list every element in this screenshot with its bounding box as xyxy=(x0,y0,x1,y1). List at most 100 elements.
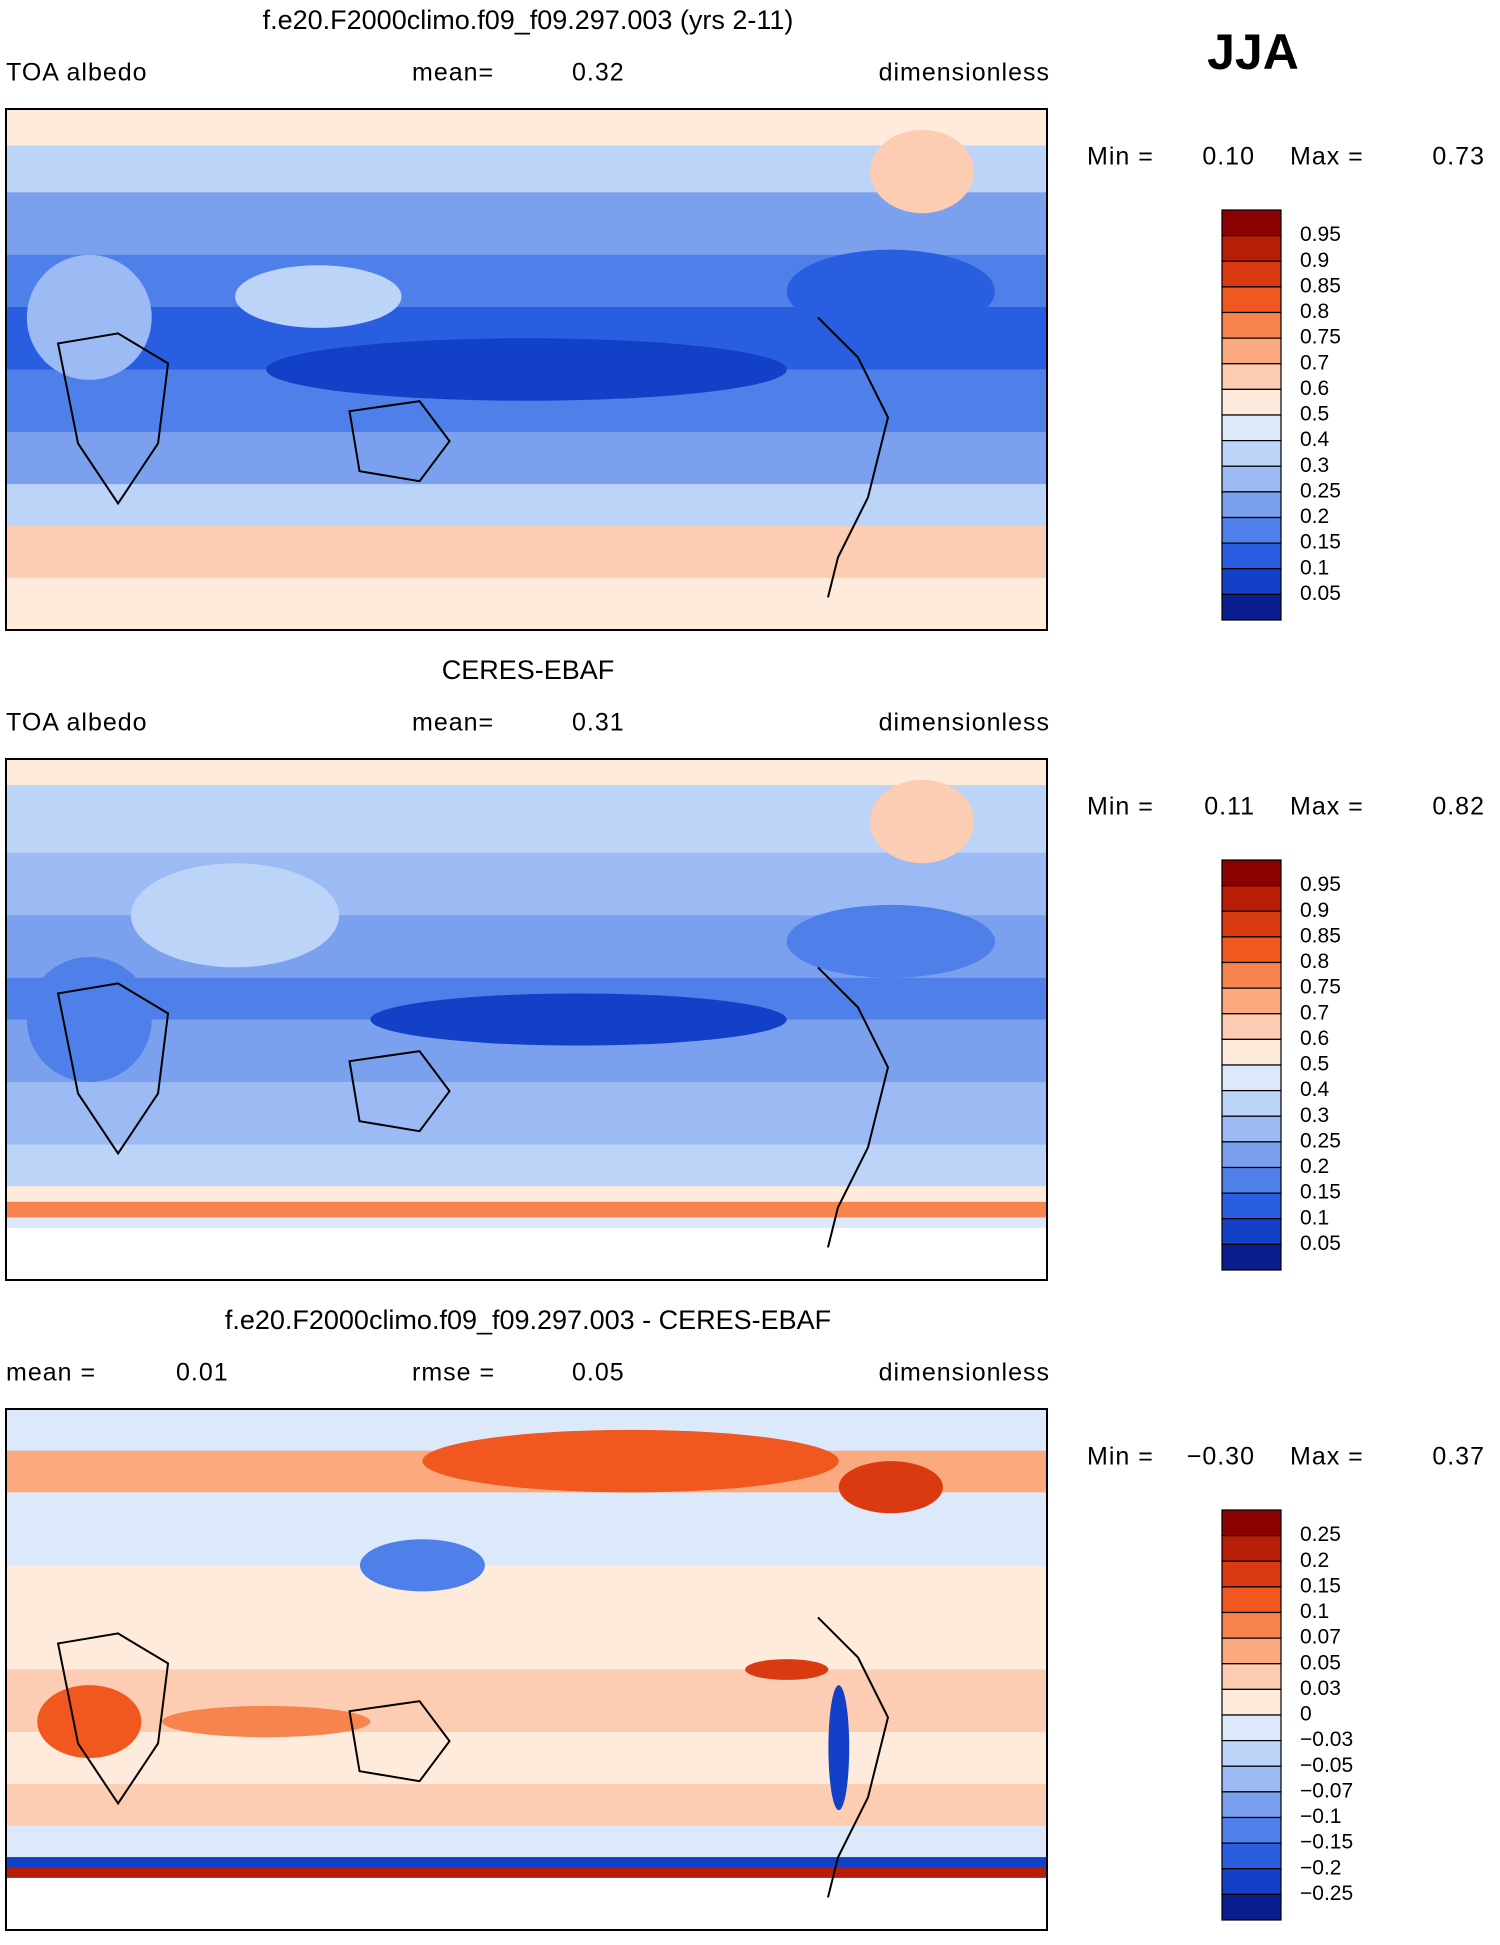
map-shading xyxy=(6,109,1047,146)
colorbar-label: 0.8 xyxy=(1300,300,1329,323)
colorbar-label: 0.85 xyxy=(1300,924,1341,947)
colorbar-label: 0.07 xyxy=(1300,1626,1341,1649)
left-label: mean = xyxy=(6,1359,96,1387)
colorbar-label: 0.4 xyxy=(1300,428,1330,451)
colorbar-box xyxy=(1221,1740,1282,1767)
colorbar-box xyxy=(1221,465,1282,493)
colorbar-label: 0.6 xyxy=(1300,377,1329,400)
colorbar-box xyxy=(1221,987,1282,1015)
map-shading xyxy=(6,1867,1047,1879)
colorbar-box xyxy=(1221,1013,1282,1040)
colorbar-box xyxy=(1221,209,1282,237)
map-shading xyxy=(162,1705,371,1738)
colorbar-box xyxy=(1221,311,1282,339)
center-label: mean= xyxy=(412,59,494,87)
map-shading xyxy=(6,192,1047,256)
colorbar-label: 0.95 xyxy=(1300,873,1341,896)
colorbar-box xyxy=(1221,1714,1282,1742)
right-label: dimensionless xyxy=(879,709,1050,737)
map-frame xyxy=(5,758,1048,1281)
colorbar-box xyxy=(1221,910,1282,938)
colorbar-box xyxy=(1221,1509,1282,1537)
colorbar-label: 0.3 xyxy=(1300,454,1329,477)
colorbar-box xyxy=(1221,1166,1282,1194)
colorbar-box xyxy=(1221,1586,1282,1614)
map-shading xyxy=(6,1877,1047,1931)
map-shading xyxy=(6,1784,1047,1827)
map-shading xyxy=(26,956,152,1083)
map-shading xyxy=(6,1217,1047,1229)
colorbar-box xyxy=(1221,859,1282,887)
colorbar-label: 0.85 xyxy=(1300,274,1341,297)
colorbar-box xyxy=(1221,1192,1282,1220)
max-label: Max = xyxy=(1290,143,1364,171)
center-label: rmse = xyxy=(412,1359,495,1387)
colorbar-label: 0.25 xyxy=(1300,1523,1341,1546)
colorbar-label: 0.2 xyxy=(1300,505,1329,528)
colorbar-label: 0.2 xyxy=(1300,1549,1329,1572)
map-shading xyxy=(6,1186,1047,1203)
map-shading xyxy=(6,1669,1047,1733)
right-label: dimensionless xyxy=(879,1359,1050,1387)
colorbar-label: 0.1 xyxy=(1300,1600,1329,1623)
colorbar-box xyxy=(1221,1637,1282,1665)
colorbar-label: 0.1 xyxy=(1300,1206,1329,1229)
colorbar-box xyxy=(1221,388,1282,416)
colorbar-label: 0.5 xyxy=(1300,1053,1329,1076)
map-shading xyxy=(6,1565,1047,1670)
map-shading xyxy=(6,484,1047,527)
colorbar-box xyxy=(1221,337,1282,365)
max-value: 0.82 xyxy=(1432,793,1485,821)
map-shading xyxy=(6,1825,1047,1858)
map-shading xyxy=(6,1227,1047,1281)
colorbar-box xyxy=(1221,1765,1282,1793)
colorbar-box xyxy=(1221,1842,1282,1870)
left-label: TOA albedo xyxy=(6,59,148,87)
colorbar-box xyxy=(1221,491,1282,519)
colorbar-label: 0.15 xyxy=(1300,531,1341,554)
colorbar-label: 0.05 xyxy=(1300,1651,1341,1674)
right-label: dimensionless xyxy=(879,59,1050,87)
colorbar-box xyxy=(1221,1064,1282,1092)
center-label: mean= xyxy=(412,709,494,737)
colorbar-box xyxy=(1221,1115,1282,1143)
colorbar-box xyxy=(1221,1868,1282,1895)
colorbar-box xyxy=(1221,568,1282,595)
left-label: TOA albedo xyxy=(6,709,148,737)
colorbar-label: 0.6 xyxy=(1300,1027,1329,1050)
colorbar-label: −0.07 xyxy=(1300,1779,1353,1802)
colorbar-label: −0.15 xyxy=(1300,1831,1353,1854)
coastline xyxy=(56,966,890,1248)
colorbar-label: 0.05 xyxy=(1300,1232,1341,1255)
min-value: −0.30 xyxy=(1187,1443,1255,1471)
colorbar-box xyxy=(1221,1535,1282,1562)
colorbar-label: 0.4 xyxy=(1300,1078,1330,1101)
colorbar-box xyxy=(1221,936,1282,964)
colorbar-box xyxy=(1221,1243,1282,1271)
colorbar-box xyxy=(1221,286,1282,314)
colorbar-box xyxy=(1221,1141,1282,1169)
colorbar-label: −0.05 xyxy=(1300,1754,1353,1777)
colorbar-box xyxy=(1221,1218,1282,1245)
colorbar-box xyxy=(1221,440,1282,467)
panel-title: f.e20.F2000climo.f09_f09.297.003 (yrs 2-… xyxy=(263,5,794,35)
map-shading xyxy=(6,1732,1047,1785)
center-value: 0.31 xyxy=(572,709,625,737)
colorbar-label: 0.25 xyxy=(1300,479,1341,502)
colorbar-label: 0.7 xyxy=(1300,1001,1329,1024)
map-frame xyxy=(5,108,1048,631)
min-label: Min = xyxy=(1087,143,1154,171)
colorbar-label: 0.5 xyxy=(1300,403,1329,426)
map-shading xyxy=(786,904,995,978)
colorbar-label: 0.05 xyxy=(1300,582,1341,605)
map-shading xyxy=(870,779,975,864)
colorbar-label: 0.15 xyxy=(1300,1181,1341,1204)
colorbar-box xyxy=(1221,1038,1282,1066)
map-shading xyxy=(359,1539,485,1592)
colorbar-box xyxy=(1221,414,1282,442)
colorbar-label: −0.03 xyxy=(1300,1728,1353,1751)
colorbar-box xyxy=(1221,1688,1282,1716)
coastline xyxy=(56,316,890,598)
colorbar-box xyxy=(1221,1791,1282,1819)
